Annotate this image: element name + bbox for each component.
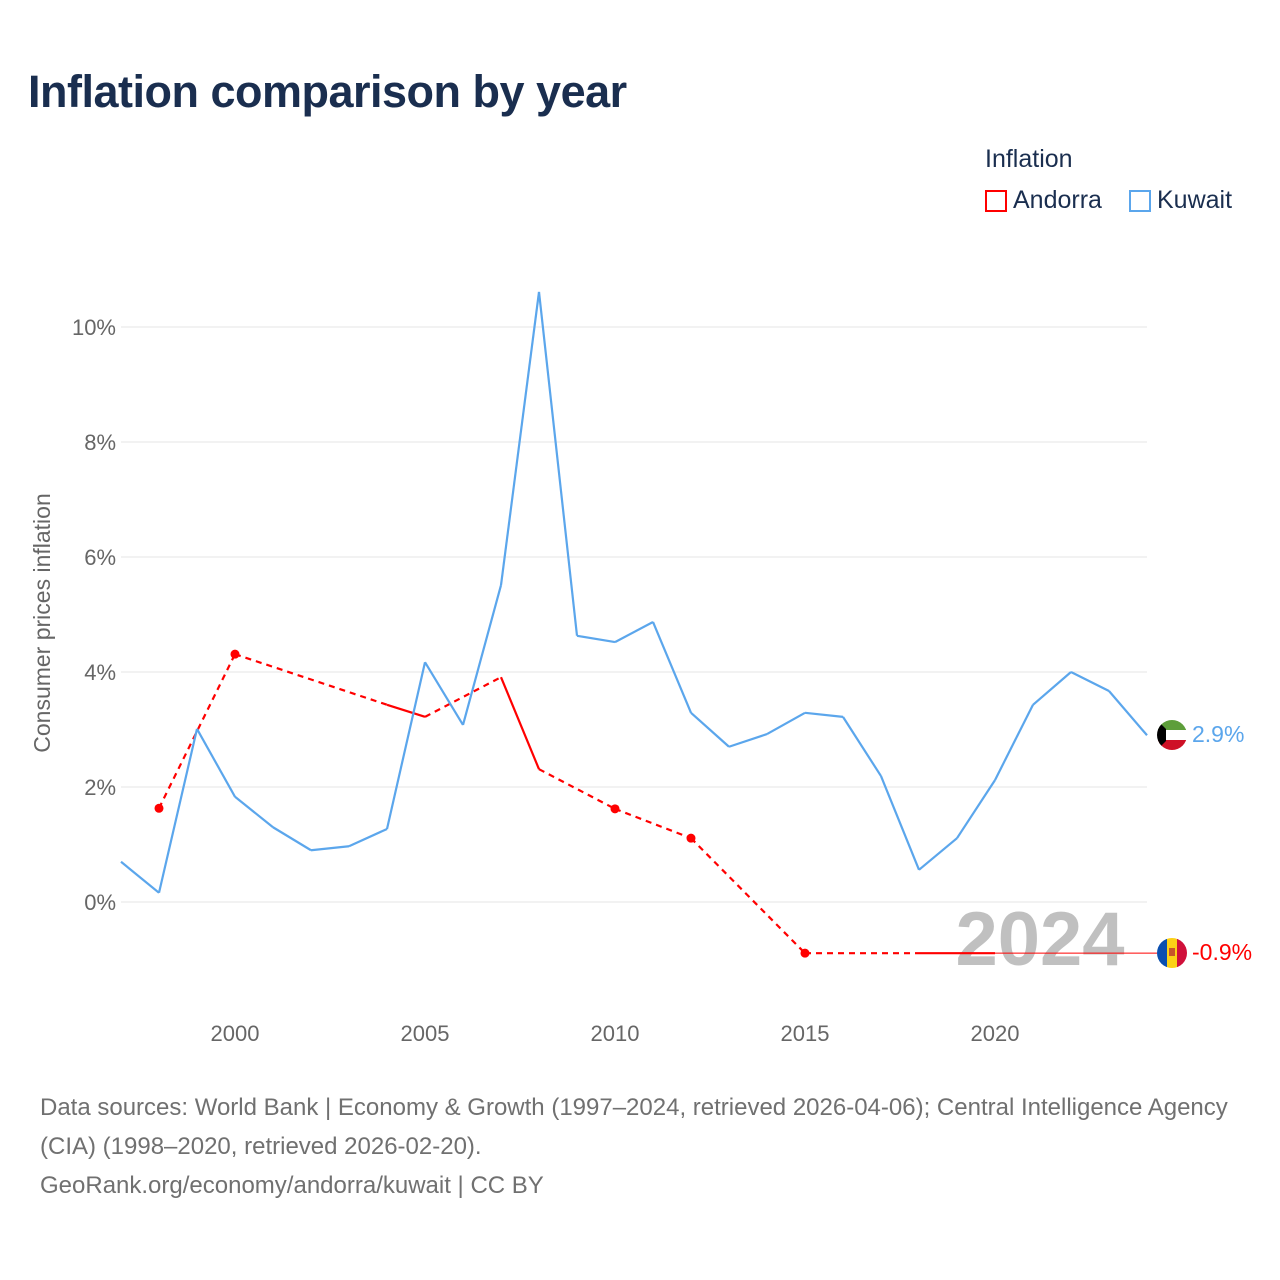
- kuwait-line-segment: [842, 716, 882, 777]
- kuwait-line-segment: [690, 712, 730, 748]
- kuwait-line-segment: [1070, 671, 1110, 692]
- kuwait-end-label: 2.9%: [1192, 721, 1244, 747]
- legend-title: Inflation: [985, 145, 1073, 173]
- y-tick-label: 2%: [84, 775, 116, 800]
- kuwait-line-segment: [120, 860, 160, 894]
- andorra-line-segment: [424, 676, 502, 718]
- kuwait-line-segment: [424, 661, 464, 726]
- source-link[interactable]: GeoRank.org/economy/andorra/kuwait | CC …: [40, 1172, 544, 1199]
- kuwait-line-segment: [766, 711, 806, 736]
- andorra-line-segment: [499, 676, 541, 770]
- kuwait-line-segment: [994, 704, 1034, 781]
- kuwait-line-segment: [576, 634, 616, 644]
- andorra-data-point: [686, 833, 696, 843]
- andorra-data-point: [154, 803, 164, 813]
- year-watermark: 2024: [955, 897, 1124, 982]
- kuwait-line-segment: [651, 621, 693, 714]
- legend-label-andorra: Andorra: [1013, 186, 1102, 214]
- legend-swatch-andorra: [985, 189, 1007, 212]
- y-tick-label: 6%: [84, 545, 116, 570]
- y-axis-label: Consumer prices inflation: [29, 493, 55, 753]
- kuwait-line-segment: [461, 584, 503, 726]
- kuwait-line-segment: [1032, 671, 1072, 706]
- andorra-line-segment: [386, 703, 426, 718]
- andorra-line-segment: [614, 807, 692, 840]
- kuwait-line-segment: [918, 837, 958, 871]
- legend-item-kuwait[interactable]: Kuwait: [1129, 186, 1232, 215]
- y-tick-label: 8%: [84, 430, 116, 455]
- andorra-line-segment: [234, 653, 388, 706]
- kuwait-line-segment: [1108, 690, 1148, 736]
- y-tick-label: 10%: [72, 315, 116, 340]
- kuwait-line-segment: [196, 728, 236, 798]
- andorra-line-segment: [690, 837, 806, 954]
- x-tick-label: 2000: [211, 1021, 260, 1046]
- andorra-data-point: [800, 948, 810, 958]
- andorra-data-point: [230, 649, 240, 659]
- kuwait-line-segment: [157, 728, 199, 894]
- andorra-end-label: -0.9%: [1192, 939, 1252, 965]
- kuwait-line-segment: [879, 775, 921, 871]
- kuwait-line-segment: [614, 621, 654, 644]
- legend-swatch-kuwait: [1129, 189, 1151, 212]
- andorra-line-segment: [158, 653, 236, 809]
- kuwait-line-segment: [537, 291, 579, 636]
- kuwait-line-segment: [499, 291, 541, 586]
- legend-label-kuwait: Kuwait: [1157, 186, 1233, 214]
- x-tick-label: 2010: [591, 1021, 640, 1046]
- legend-item-andorra[interactable]: Andorra: [985, 186, 1102, 215]
- kuwait-line-segment: [804, 711, 844, 718]
- andorra-flag-icon: [1157, 938, 1187, 968]
- kuwait-line-segment: [385, 661, 427, 830]
- y-tick-label: 4%: [84, 660, 116, 685]
- kuwait-line-segment: [348, 827, 388, 848]
- kuwait-line-segment: [272, 826, 312, 852]
- kuwait-line-segment: [956, 779, 996, 839]
- x-tick-label: 2015: [781, 1021, 830, 1046]
- andorra-line-segment: [538, 768, 616, 810]
- kuwait-flag-icon: [1157, 720, 1187, 750]
- x-tick-label: 2020: [971, 1021, 1020, 1046]
- chart-title: Inflation comparison by year: [28, 66, 627, 117]
- data-sources: Data sources: World Bank | Economy & Gro…: [40, 1088, 1250, 1205]
- x-tick-label: 2005: [401, 1021, 450, 1046]
- source-text: Data sources: World Bank | Economy & Gro…: [40, 1094, 1228, 1160]
- y-tick-label: 0%: [84, 890, 116, 915]
- andorra-data-point: [610, 804, 620, 814]
- kuwait-line-segment: [728, 733, 768, 748]
- kuwait-line-segment: [310, 845, 350, 852]
- kuwait-line-segment: [234, 795, 274, 829]
